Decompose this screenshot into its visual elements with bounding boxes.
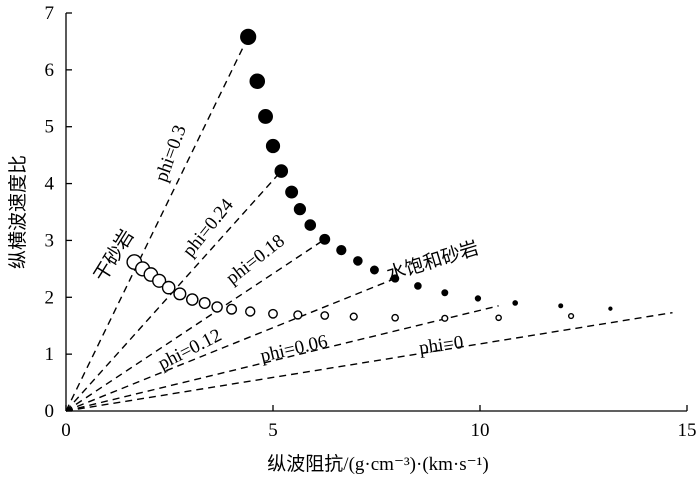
saturated-point bbox=[319, 233, 331, 245]
saturated-point bbox=[474, 295, 482, 302]
saturated-point bbox=[265, 138, 281, 154]
x-tick-label: 10 bbox=[471, 420, 490, 441]
ref-label-phi-0.18: phi=0.18 bbox=[222, 230, 289, 289]
dry-point bbox=[245, 306, 256, 317]
dry-point bbox=[441, 314, 449, 322]
saturated-point bbox=[353, 256, 363, 266]
dry-point bbox=[495, 314, 502, 322]
ref-line-phi=0.18 bbox=[65, 238, 326, 412]
ref-label-phi-0.24: phi=0.24 bbox=[179, 195, 239, 262]
axis-ticks: 0 5 10 15 0 1 2 3 4 5 6 7 bbox=[45, 3, 697, 441]
y-axis-title: 纵横波速度比 bbox=[7, 155, 29, 269]
x-tick-label: 0 bbox=[61, 420, 71, 441]
dry-point bbox=[349, 312, 358, 321]
dry-point bbox=[268, 308, 278, 319]
saturated-point bbox=[285, 185, 299, 199]
ref-line-phi=0.12 bbox=[65, 277, 396, 412]
y-tick-label: 4 bbox=[45, 174, 55, 195]
y-tick-label: 6 bbox=[45, 60, 55, 81]
saturated-point bbox=[414, 282, 422, 290]
x-tick-label: 5 bbox=[268, 420, 278, 441]
y-tick-label: 1 bbox=[45, 344, 55, 365]
dry-point bbox=[320, 311, 330, 320]
dry-point bbox=[226, 303, 238, 315]
y-tick-label: 7 bbox=[45, 3, 55, 24]
saturated-point bbox=[304, 219, 317, 231]
saturated-point bbox=[608, 306, 613, 311]
saturated-point bbox=[293, 203, 307, 216]
dry-point bbox=[391, 313, 399, 322]
dry-point bbox=[161, 280, 176, 295]
saturated-point bbox=[258, 109, 273, 124]
ref-line-phi=0.3 bbox=[65, 36, 249, 412]
saturated-point bbox=[336, 244, 347, 256]
y-tick-label: 0 bbox=[45, 401, 55, 422]
water-saturated-sandstone-series bbox=[240, 28, 613, 311]
dry-point bbox=[152, 273, 167, 288]
dry-point bbox=[567, 312, 575, 320]
ref-label-phi-0.3: phi=0.3 bbox=[151, 122, 191, 184]
x-axis-title: 纵波阻抗/(g·cm⁻³)·(km·s⁻¹) bbox=[267, 453, 488, 475]
dry-point bbox=[185, 293, 199, 306]
saturated-sandstone-label: 水饱和砂岩 bbox=[384, 237, 481, 286]
dry-point bbox=[173, 287, 187, 301]
saturated-point bbox=[512, 300, 519, 306]
saturated-point bbox=[369, 265, 379, 275]
dry-sandstone-series bbox=[126, 254, 575, 322]
saturated-point bbox=[249, 73, 266, 89]
saturated-point bbox=[558, 303, 564, 309]
ref-label-phi-0: phi=0 bbox=[418, 332, 465, 359]
dry-point bbox=[293, 310, 303, 320]
ref-line-phi=0 bbox=[65, 311, 673, 412]
saturated-point bbox=[441, 289, 449, 297]
dry-point bbox=[198, 296, 211, 309]
ref-line-phi=0.06 bbox=[65, 305, 499, 412]
saturated-point bbox=[274, 164, 289, 178]
dry-point bbox=[211, 301, 223, 313]
ref-label-phi-0.12: phi=0.12 bbox=[155, 325, 225, 375]
y-tick-label: 2 bbox=[45, 287, 55, 308]
saturated-point bbox=[390, 274, 400, 283]
y-tick-label: 5 bbox=[45, 117, 55, 138]
saturated-point bbox=[240, 28, 257, 45]
x-tick-label: 15 bbox=[678, 420, 697, 441]
y-tick-label: 3 bbox=[45, 230, 55, 251]
ref-label-phi-0.06: phi=0.06 bbox=[258, 331, 329, 367]
